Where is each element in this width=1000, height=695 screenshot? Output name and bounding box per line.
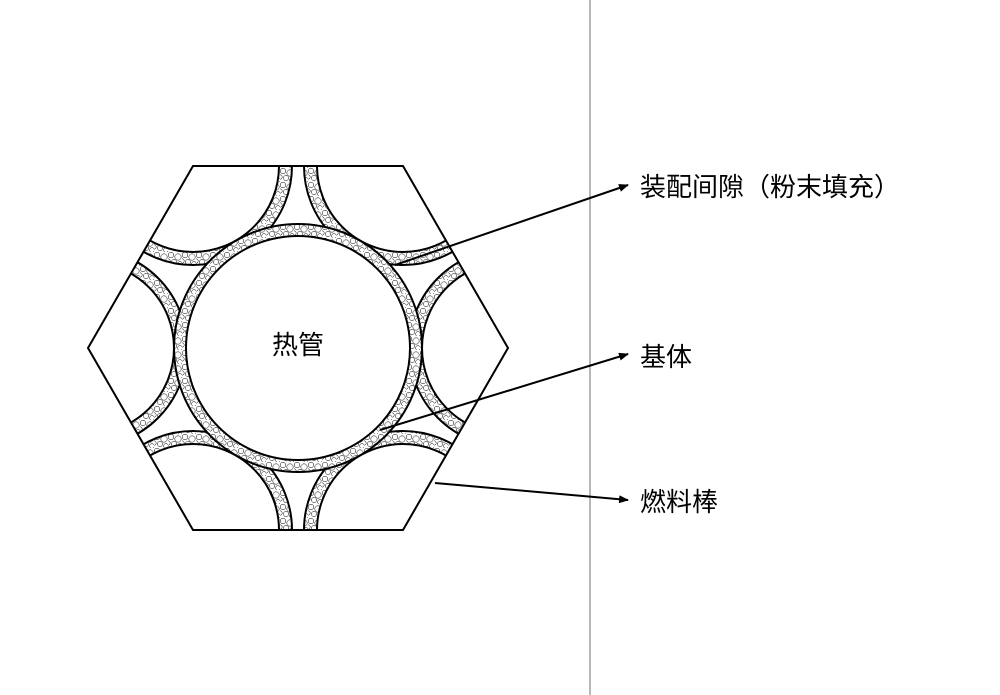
diagram-canvas: 热管 装配间隙（粉末填充） 基体燃料棒	[0, 0, 1000, 695]
fuel_rod_label: 燃料棒	[640, 488, 718, 517]
matrix_label: 基体	[640, 343, 692, 372]
fuel_rod_label-arrow	[435, 483, 628, 500]
heat-pipe-label: 热管	[272, 331, 324, 360]
gap_label: 装配间隙（粉末填充）	[640, 173, 900, 202]
